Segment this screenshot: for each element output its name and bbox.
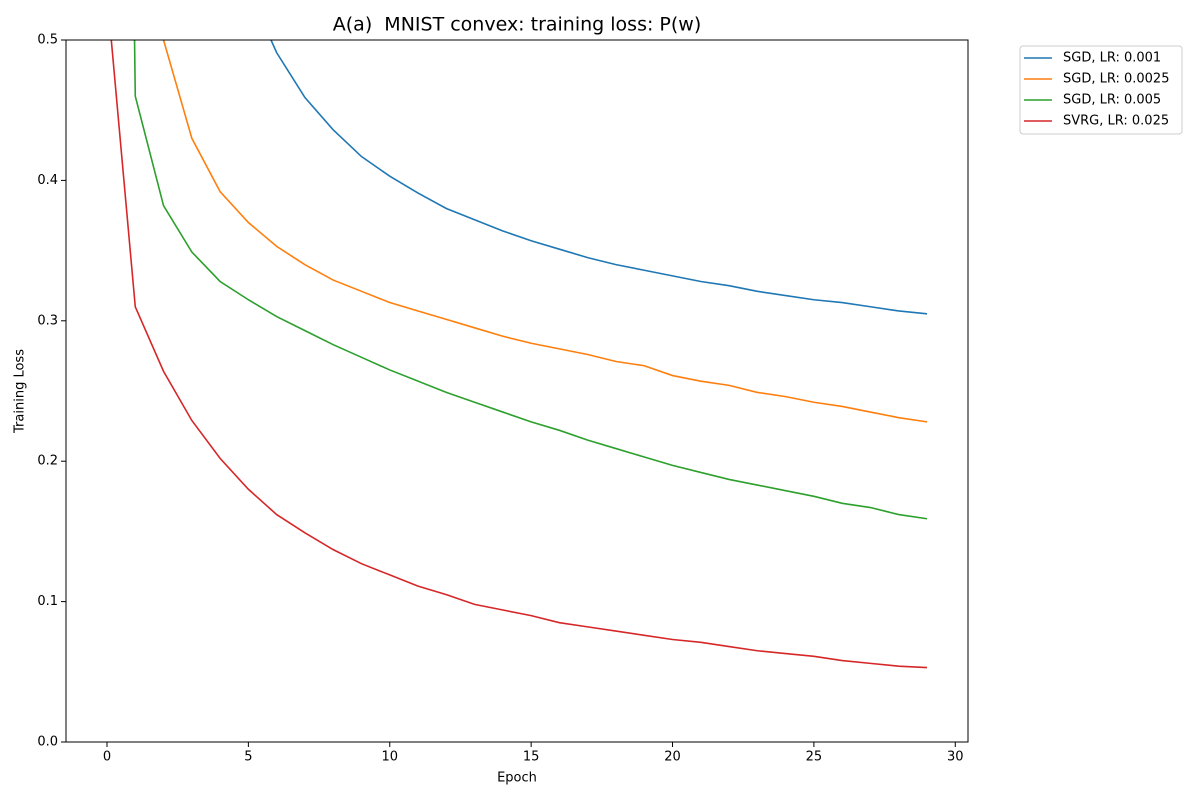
y-axis-label: Training Loss — [13, 349, 28, 434]
x-tick-label: 25 — [806, 750, 823, 765]
chart-title: A(a) MNIST convex: training loss: P(w) — [333, 14, 701, 36]
data-line — [133, 40, 928, 520]
legend-box — [1019, 45, 1183, 135]
legend-label: SGD, LR: 0.0025 — [1063, 72, 1169, 87]
legend-label: SVRG, LR: 0.025 — [1063, 114, 1169, 129]
plot-frame — [65, 39, 969, 743]
legend-label: SGD, LR: 0.001 — [1063, 51, 1161, 66]
y-tick-label: 0.1 — [37, 594, 58, 609]
y-tick-label: 0.5 — [37, 33, 58, 48]
x-tick-label: 20 — [664, 750, 681, 765]
y-tick-label: 0.2 — [37, 454, 58, 469]
x-axis-label: Epoch — [497, 771, 537, 786]
data-line — [270, 40, 928, 315]
y-tick-label: 0.0 — [37, 735, 58, 750]
x-tick-label: 5 — [244, 750, 252, 765]
x-tick-label: 0 — [103, 750, 111, 765]
data-line — [110, 40, 928, 669]
legend-label: SGD, LR: 0.005 — [1063, 93, 1161, 108]
x-tick-label: 30 — [947, 750, 964, 765]
x-tick-label: 15 — [523, 750, 540, 765]
data-line — [162, 40, 928, 423]
x-tick-label: 10 — [381, 750, 398, 765]
plot-area — [110, 40, 928, 669]
y-tick-label: 0.4 — [37, 173, 58, 188]
y-tick-label: 0.3 — [37, 313, 58, 328]
